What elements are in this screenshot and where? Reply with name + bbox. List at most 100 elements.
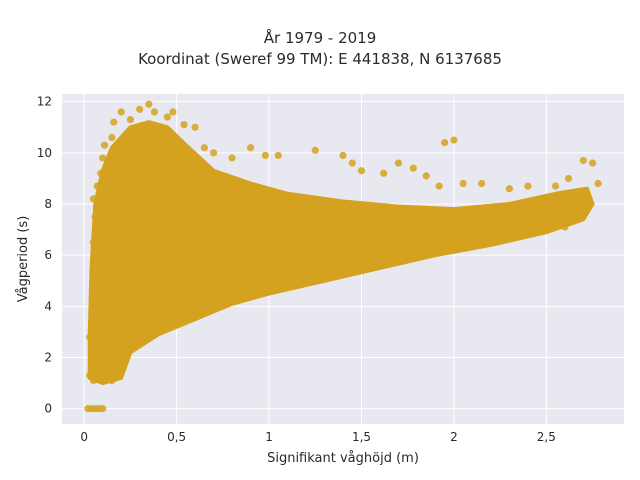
chart-title-block: År 1979 - 2019 Koordinat (Sweref 99 TM):… <box>0 28 640 70</box>
data-point <box>459 179 467 188</box>
data-point <box>169 108 177 116</box>
data-point <box>108 376 116 385</box>
data-point <box>86 371 94 379</box>
data-point <box>487 238 495 246</box>
y-tick-label: 12 <box>37 95 52 109</box>
data-point <box>182 225 190 234</box>
data-point <box>91 213 99 221</box>
data-point <box>431 210 440 218</box>
data-point <box>219 220 227 229</box>
data-point <box>551 182 560 190</box>
data-point <box>588 159 597 167</box>
data-point <box>89 289 98 298</box>
data-point <box>561 223 569 231</box>
data-point <box>113 371 122 379</box>
y-tick-label: 8 <box>44 197 52 211</box>
data-point <box>413 254 421 262</box>
data-point <box>468 205 477 213</box>
data-point <box>163 113 171 121</box>
data-point <box>209 149 218 157</box>
data-point <box>564 174 573 183</box>
x-tick-label: 2,5 <box>537 430 556 444</box>
data-point <box>357 218 366 226</box>
data-point <box>478 179 486 188</box>
data-point <box>339 151 347 159</box>
data-point <box>100 141 109 149</box>
data-point <box>505 185 513 193</box>
data-point <box>121 341 129 349</box>
data-point <box>136 105 144 113</box>
data-point <box>95 364 103 372</box>
data-point <box>180 121 188 129</box>
data-point <box>108 133 116 142</box>
data-point <box>154 325 162 333</box>
x-tick-label: 0,5 <box>167 430 186 444</box>
data-point <box>376 261 384 269</box>
data-point <box>594 179 602 188</box>
data-point <box>173 318 181 326</box>
data-point <box>110 118 118 126</box>
data-point <box>228 154 236 162</box>
chart-title: År 1979 - 2019 <box>263 29 377 47</box>
data-point <box>524 182 532 190</box>
data-point <box>579 192 587 200</box>
data-point <box>200 144 208 152</box>
data-point <box>261 151 269 159</box>
data-point <box>348 159 356 167</box>
data-point <box>209 302 218 310</box>
data-point <box>283 220 292 229</box>
data-point <box>191 310 199 318</box>
x-axis-ticks: 0 0,5 1 1,5 2 2,5 <box>80 430 556 444</box>
data-point <box>579 156 587 165</box>
y-tick-label: 0 <box>44 402 52 416</box>
data-point <box>93 182 101 190</box>
x-tick-label: 1 <box>265 430 273 444</box>
data-point <box>89 195 98 203</box>
data-point <box>542 197 550 206</box>
x-tick-label: 0 <box>80 430 88 444</box>
data-point <box>450 246 458 254</box>
data-point <box>311 146 319 154</box>
data-point <box>150 108 159 116</box>
data-point <box>422 172 430 180</box>
y-tick-label: 4 <box>44 299 52 313</box>
data-point <box>505 202 513 211</box>
data-point <box>339 269 347 277</box>
data-point <box>394 213 403 221</box>
data-point <box>256 218 264 226</box>
data-point <box>265 284 273 293</box>
data-point <box>435 182 443 190</box>
data-point <box>524 231 532 239</box>
data-point <box>450 136 458 144</box>
data-point <box>102 374 110 382</box>
y-axis-label: Vågperiod (s) <box>16 216 31 303</box>
data-point <box>145 100 153 108</box>
data-point <box>89 376 98 385</box>
data-point <box>86 333 94 341</box>
data-points <box>84 100 602 413</box>
data-point <box>89 238 98 246</box>
dense-point-cloud <box>87 120 595 386</box>
y-tick-label: 6 <box>44 248 52 262</box>
data-point <box>246 144 255 152</box>
x-axis-label: Signifikant våghöjd (m) <box>267 451 419 466</box>
data-point <box>441 139 449 147</box>
data-point <box>91 264 99 272</box>
x-tick-label: 2 <box>450 430 458 444</box>
data-point <box>380 169 388 177</box>
data-point <box>99 154 107 162</box>
data-point <box>163 223 171 231</box>
data-point <box>126 115 135 124</box>
chart-subtitle: Koordinat (Sweref 99 TM): E 441838, N 61… <box>138 50 502 68</box>
data-point <box>99 405 107 413</box>
data-point <box>237 225 245 234</box>
data-point <box>117 108 125 116</box>
x-tick-label: 1,5 <box>352 430 371 444</box>
data-point <box>97 169 105 177</box>
data-point <box>117 359 125 367</box>
data-point <box>91 315 99 323</box>
data-point <box>246 289 255 298</box>
y-tick-label: 10 <box>37 146 52 160</box>
